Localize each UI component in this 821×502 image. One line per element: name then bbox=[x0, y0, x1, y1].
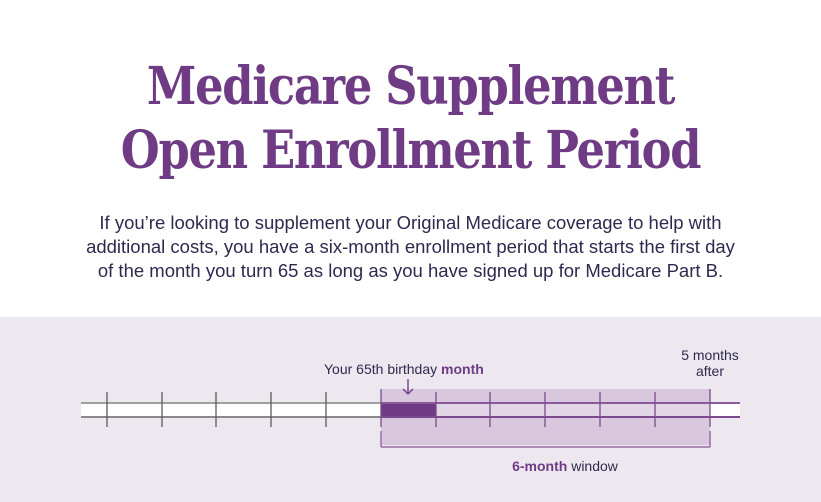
window-bracket bbox=[380, 431, 711, 448]
ticks-window bbox=[380, 389, 711, 427]
birthday-month-block bbox=[381, 403, 436, 417]
intro-line-2: additional costs, you have a six-month e… bbox=[86, 236, 735, 257]
five-months-after-label: 5 months after bbox=[681, 347, 739, 379]
birthday-month-label: Your 65th birthday month bbox=[324, 361, 484, 377]
intro-line-3: of the month you turn 65 as long as you … bbox=[97, 260, 724, 281]
six-month-emphasis: 6-month bbox=[512, 458, 568, 474]
timeline-diagram bbox=[0, 317, 821, 502]
arrow-down-icon bbox=[402, 379, 414, 395]
intro-line-1: If you’re looking to supplement your Ori… bbox=[99, 212, 722, 233]
birthday-month-emphasis: month bbox=[441, 361, 484, 377]
six-month-window-label: 6-month window bbox=[512, 458, 618, 474]
header-section bbox=[0, 0, 821, 317]
page-title-line-2: Open Enrollment Period bbox=[120, 120, 702, 181]
ticks-before bbox=[106, 392, 327, 427]
intro-paragraph: If you’re looking to supplement your Ori… bbox=[40, 211, 781, 283]
page-title-line-1: Medicare Supplement bbox=[146, 56, 676, 117]
